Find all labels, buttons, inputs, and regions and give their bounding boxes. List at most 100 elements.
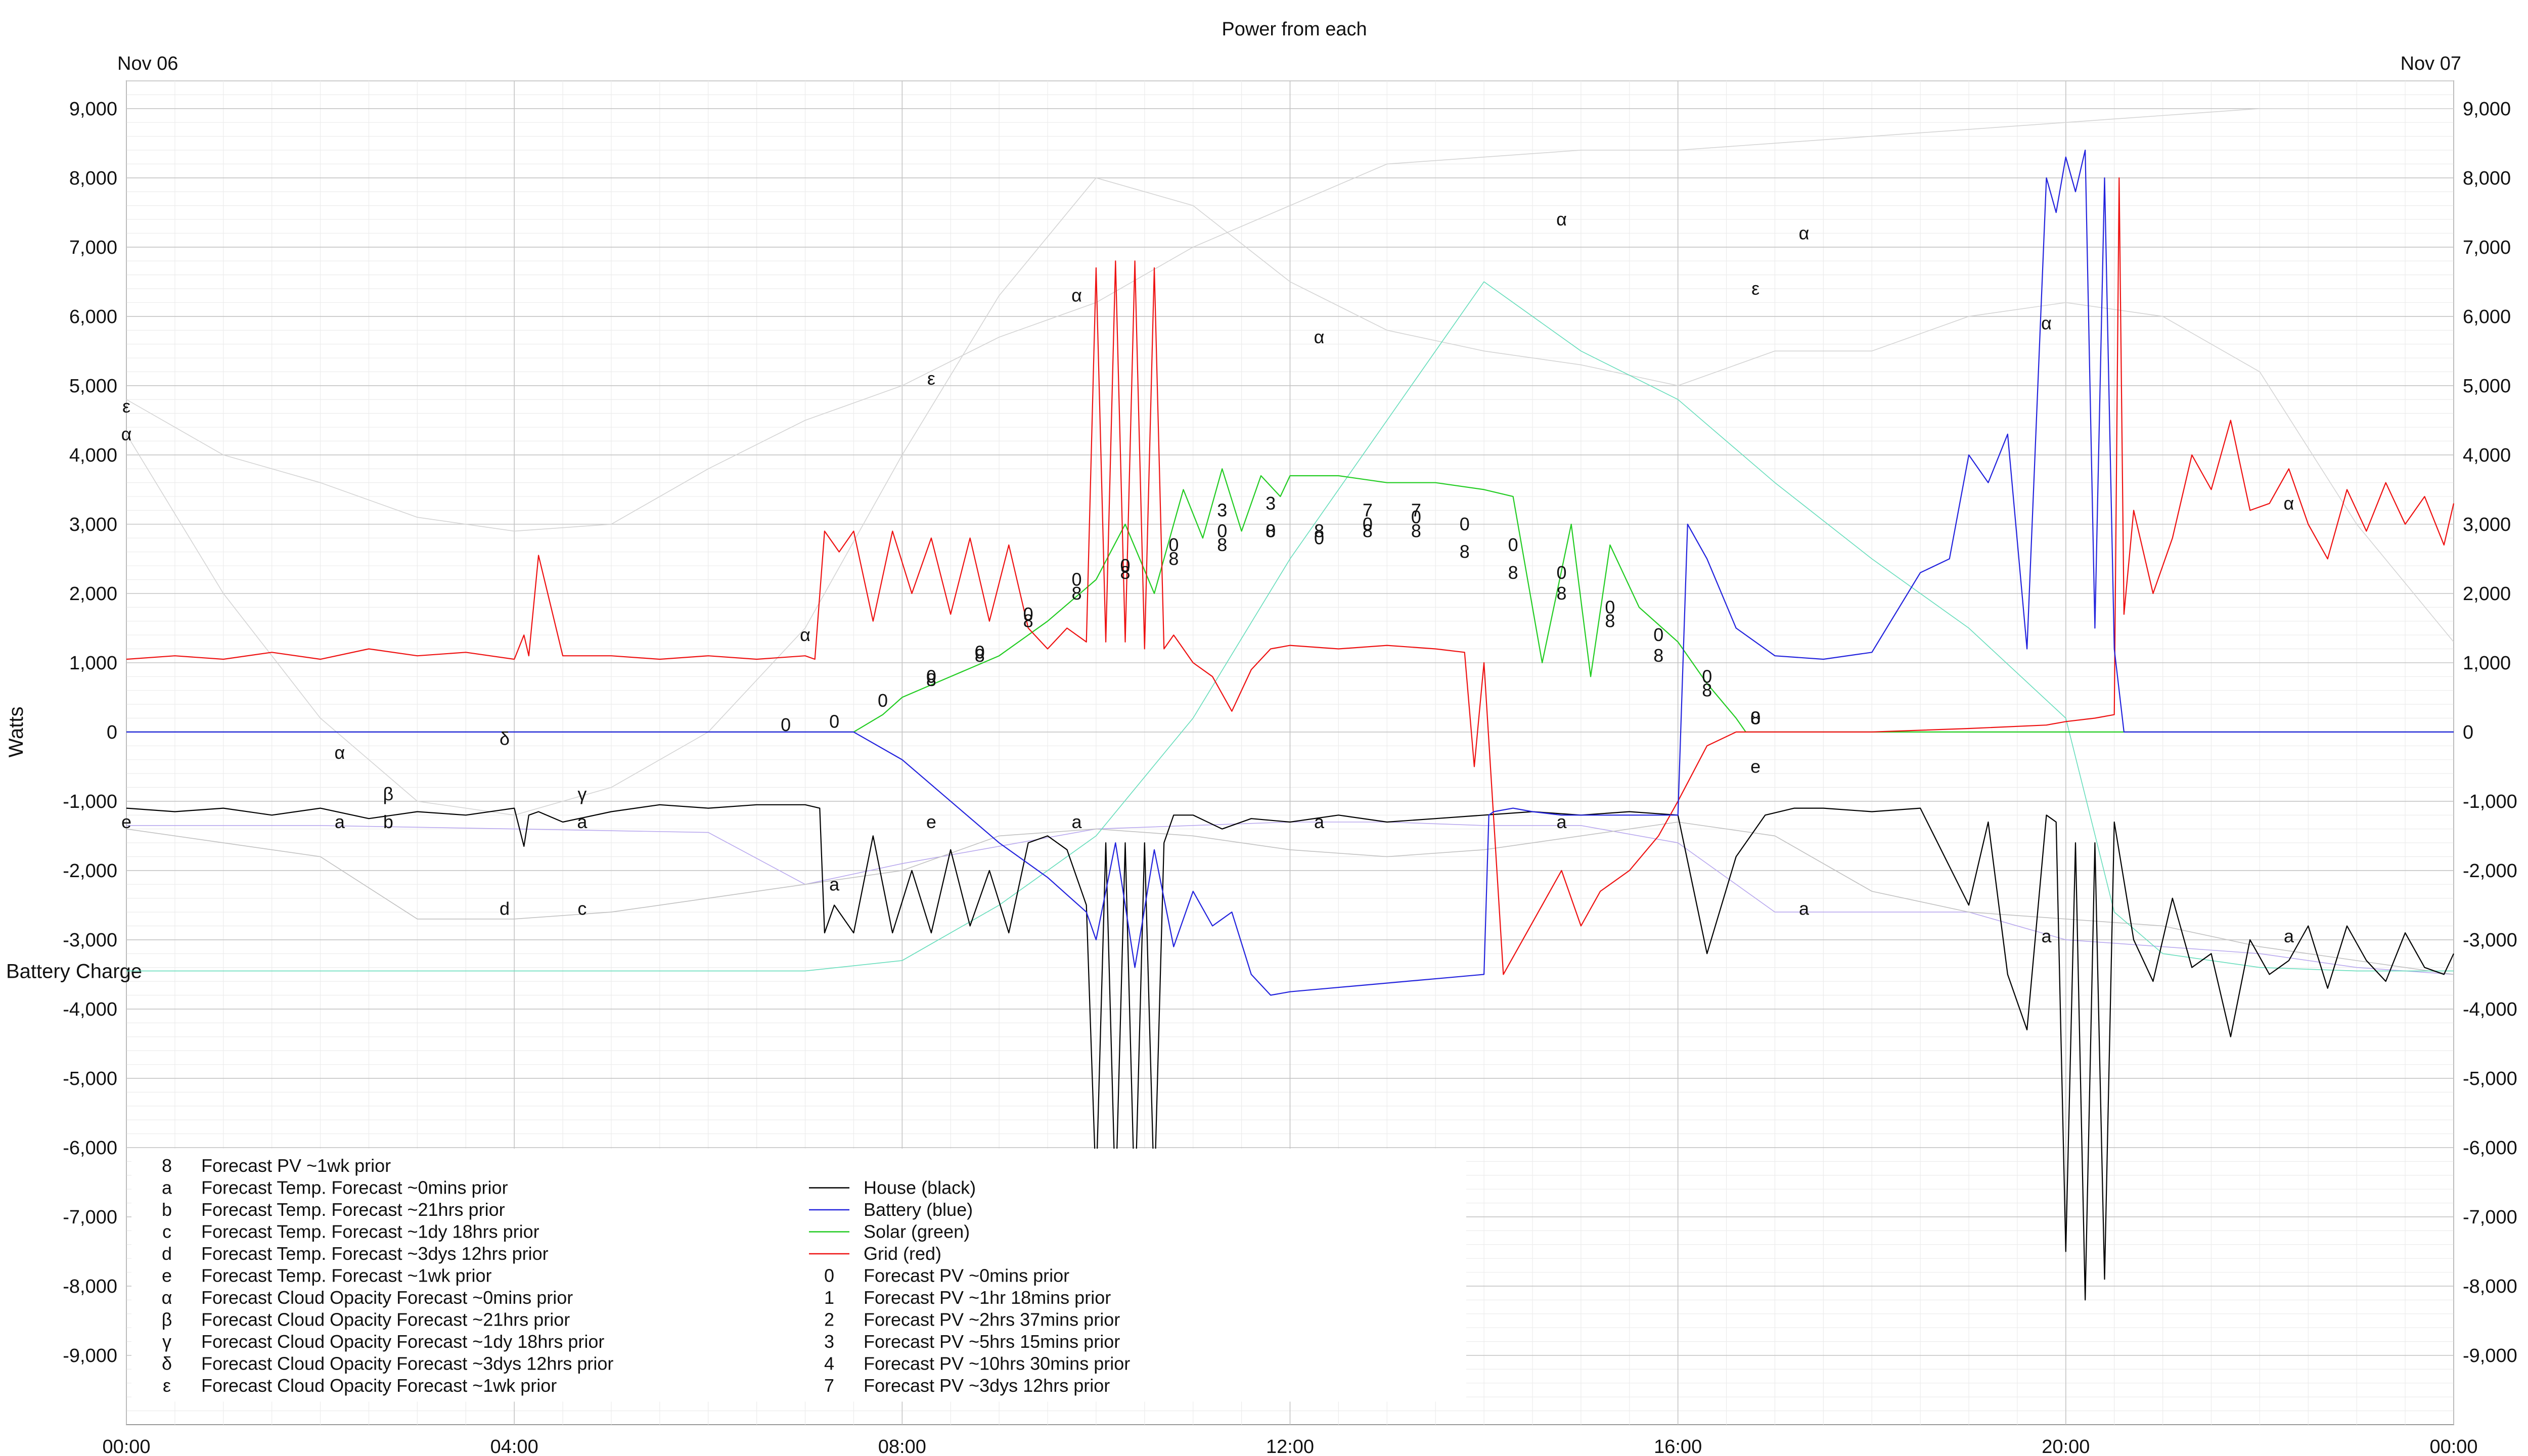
marker-label: e [121, 811, 131, 832]
x-tick-label: 00:00 [2429, 1436, 2477, 1456]
y-tick-label-right: -8,000 [2463, 1276, 2517, 1297]
marker-label: 0 [1750, 707, 1760, 728]
marker-label: 0 [926, 666, 936, 687]
y-tick-label-left: -6,000 [63, 1138, 117, 1159]
y-tick-label-left: -3,000 [63, 930, 117, 951]
marker-label: a [335, 811, 345, 832]
marker-label: 8 [926, 669, 936, 690]
annotation-label: Battery Charge [6, 961, 142, 983]
legend-label: Forecast PV ~5hrs 15mins prior [864, 1331, 1120, 1352]
series-line [126, 804, 2454, 1301]
y-tick-label-left: 4,000 [69, 445, 117, 466]
marker-label: e [926, 811, 936, 832]
legend-label: Forecast Cloud Opacity Forecast ~1wk pri… [201, 1375, 557, 1396]
chart-title: Power from each [1222, 19, 1367, 40]
y-tick-label-left: -8,000 [63, 1276, 117, 1297]
y-tick-label-left: 6,000 [69, 306, 117, 328]
legend-marker: α [162, 1287, 172, 1308]
y-tick-label-right: -4,000 [2463, 999, 2517, 1020]
marker-label: a [1799, 898, 1810, 919]
series-line [126, 822, 2454, 975]
marker-label: δ [500, 729, 510, 749]
y-tick-label-right: -1,000 [2463, 791, 2517, 812]
legend-label: Forecast Temp. Forecast ~0mins prior [201, 1177, 508, 1198]
marker-label: 0 [1508, 534, 1518, 555]
legend-marker: e [162, 1265, 172, 1286]
marker-label: 0 [1168, 534, 1179, 555]
legend-marker: 4 [824, 1353, 834, 1374]
y-tick-label-left: 9,000 [69, 99, 117, 120]
y-tick-label-right: 9,000 [2463, 99, 2511, 120]
marker-label: d [500, 898, 510, 919]
legend-marker: 7 [824, 1375, 834, 1396]
legend-label: Forecast PV ~1hr 18mins prior [864, 1287, 1111, 1308]
y-tick-label-left: -1,000 [63, 791, 117, 812]
legend-label: Battery (blue) [864, 1199, 973, 1220]
marker-label: 0 [1605, 597, 1615, 617]
marker-label: a [2041, 926, 2052, 946]
y-tick-label-right: 7,000 [2463, 237, 2511, 258]
marker-label: α [335, 742, 345, 763]
marker-label: b [383, 811, 393, 832]
legend-marker: 2 [824, 1309, 834, 1330]
legend-label: Forecast PV ~0mins prior [864, 1265, 1069, 1286]
marker-label: β [383, 784, 393, 804]
marker-label: 8 [1653, 645, 1663, 666]
marker-label: 8 [1363, 521, 1373, 541]
legend-label: Forecast Temp. Forecast ~21hrs prior [201, 1199, 505, 1220]
legend-label: Forecast Cloud Opacity Forecast ~3dys 12… [201, 1353, 613, 1374]
y-tick-label-left: 3,000 [69, 514, 117, 535]
marker-label: 0 [1702, 666, 1712, 687]
marker-label: 0 [975, 642, 985, 662]
x-tick-label: 16:00 [1654, 1436, 1702, 1456]
marker-label: a [2284, 926, 2294, 946]
marker-label: α [2284, 493, 2294, 514]
marker-label: ε [927, 368, 935, 389]
marker-label: a [1314, 811, 1325, 832]
marker-label: 3 [1266, 493, 1276, 514]
legend-label: Forecast Temp. Forecast ~3dys 12hrs prio… [201, 1243, 549, 1264]
y-tick-label-right: 2,000 [2463, 583, 2511, 605]
marker-label: 0 [1314, 527, 1324, 548]
marker-label: 0 [1460, 514, 1470, 534]
y-tick-label-right: -3,000 [2463, 930, 2517, 951]
legend-marker: 3 [824, 1331, 834, 1352]
y-tick-label-left: -4,000 [63, 999, 117, 1020]
y-tick-label-right: 5,000 [2463, 376, 2511, 397]
marker-label: c [577, 898, 586, 919]
series-line [126, 149, 2454, 996]
legend-label: House (black) [864, 1177, 976, 1198]
date-label-start: Nov 06 [117, 53, 178, 74]
y-tick-label-right: 8,000 [2463, 168, 2511, 189]
legend-label: Forecast PV ~1wk prior [201, 1155, 391, 1176]
date-label-end: Nov 07 [2401, 53, 2461, 74]
marker-label: 0 [781, 714, 791, 735]
y-tick-label-right: 3,000 [2463, 514, 2511, 535]
marker-label: 8 [1750, 707, 1760, 728]
marker-label: 8 [1314, 521, 1324, 541]
marker-label: α [1799, 222, 1810, 243]
series-line [126, 281, 2454, 972]
series-line [126, 468, 2454, 733]
legend-marker: 0 [824, 1265, 834, 1286]
marker-label: 0 [1217, 521, 1227, 541]
marker-label: a [577, 811, 588, 832]
marker-label: 0 [829, 711, 839, 732]
y-tick-label-left: -9,000 [63, 1345, 117, 1367]
y-axis-label-left: Watts [5, 707, 27, 758]
y-tick-label-left: -5,000 [63, 1068, 117, 1089]
y-tick-label-left: 8,000 [69, 168, 117, 189]
series-line [126, 177, 2454, 816]
marker-label: a [1072, 811, 1082, 832]
marker-label: 0 [1023, 604, 1033, 624]
y-tick-label-right: 6,000 [2463, 306, 2511, 328]
y-tick-label-right: -7,000 [2463, 1207, 2517, 1228]
marker-label: 0 [1653, 624, 1663, 645]
series-line [126, 822, 2454, 975]
y-tick-label-right: -9,000 [2463, 1345, 2517, 1367]
y-tick-label-left: 2,000 [69, 583, 117, 605]
y-tick-label-left: 1,000 [69, 653, 117, 674]
y-tick-label-right: -2,000 [2463, 860, 2517, 882]
